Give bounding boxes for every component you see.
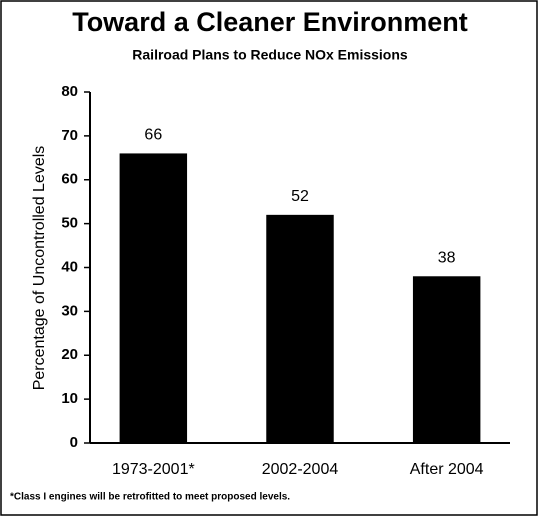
y-tick-label: 60 <box>61 171 78 188</box>
chart-subtitle: Railroad Plans to Reduce NOx Emissions <box>132 47 408 63</box>
value-label: 52 <box>291 188 309 205</box>
y-tick-label: 80 <box>61 83 78 100</box>
value-label: 38 <box>438 249 456 266</box>
x-tick-label: 1973-2001* <box>112 461 195 478</box>
value-label: 66 <box>144 127 162 144</box>
y-axis-label: Percentage of Uncontrolled Levels <box>31 146 48 391</box>
chart-title: Toward a Cleaner Environment <box>72 7 468 37</box>
y-tick-label: 30 <box>61 302 78 319</box>
x-tick-label: After 2004 <box>410 461 484 478</box>
y-tick-label: 40 <box>61 258 78 275</box>
x-tick-label: 2002-2004 <box>262 461 339 478</box>
y-tick-label: 50 <box>61 215 78 232</box>
y-tick-label: 0 <box>70 434 78 451</box>
bar <box>119 153 188 444</box>
y-tick-label: 10 <box>61 390 78 407</box>
footnote: *Class I engines will be retrofitted to … <box>10 492 290 503</box>
y-tick-label: 70 <box>61 127 78 144</box>
bar <box>412 276 481 443</box>
bar <box>266 214 334 443</box>
y-tick-label: 20 <box>61 346 78 363</box>
